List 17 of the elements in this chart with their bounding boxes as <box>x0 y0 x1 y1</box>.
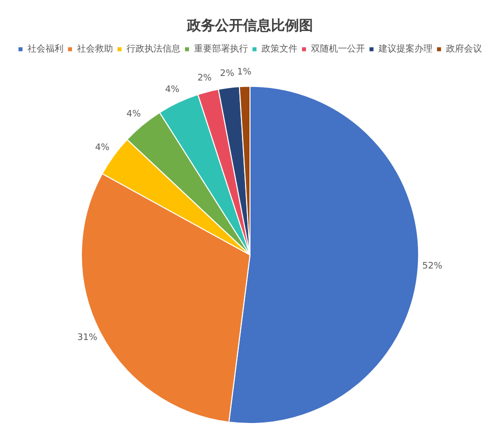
data-label: 4% <box>126 110 142 120</box>
legend-label: 行政执法信息 <box>126 44 180 55</box>
legend-label: 社会救助 <box>77 44 113 55</box>
data-label: 2% <box>197 73 212 84</box>
legend-label: 重要部署执行 <box>194 44 248 55</box>
legend-label: 双随机一公开 <box>311 44 365 55</box>
legend-label: 政府会议 <box>446 44 482 55</box>
data-label: 4% <box>165 85 180 96</box>
legend-label: 政策文件 <box>262 44 298 55</box>
data-label: 2% <box>220 69 235 80</box>
data-label: 52% <box>422 262 443 272</box>
data-label: 1% <box>237 68 252 78</box>
legend-label: 建议提案办理 <box>378 44 432 55</box>
legend-label: 社会福利 <box>28 44 64 55</box>
data-label: 4% <box>95 142 110 153</box>
chart-title: 政务公开信息比例图 <box>186 18 313 34</box>
data-label: 31% <box>77 333 98 344</box>
